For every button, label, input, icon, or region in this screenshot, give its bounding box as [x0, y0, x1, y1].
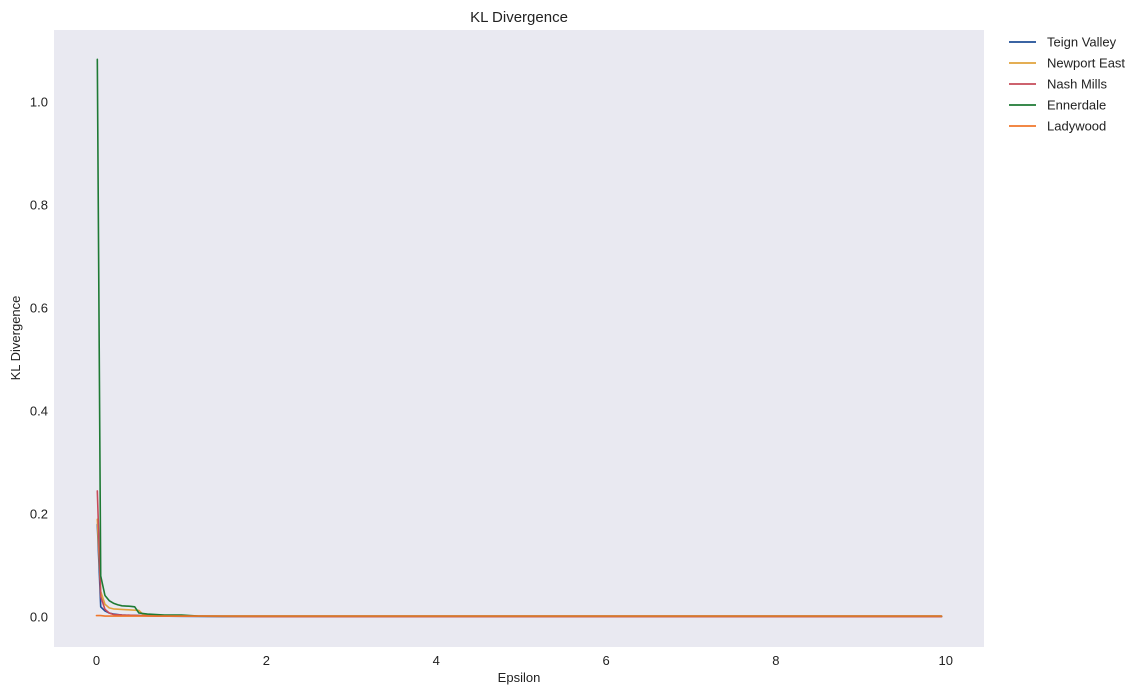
- legend-label: Newport East: [1047, 56, 1125, 71]
- y-tick-label: 0.6: [30, 301, 48, 316]
- x-tick-label: 6: [602, 653, 609, 668]
- plot-background: [54, 30, 984, 647]
- legend-item: Ennerdale: [1009, 98, 1106, 113]
- legend-item: Teign Valley: [1009, 35, 1117, 50]
- legend-label: Ladywood: [1047, 119, 1106, 134]
- y-tick-label: 1.0: [30, 95, 48, 110]
- y-tick-label: 0.0: [30, 610, 48, 625]
- legend-item: Ladywood: [1009, 119, 1106, 134]
- x-tick-label: 10: [939, 653, 953, 668]
- x-axis-label: Epsilon: [498, 670, 541, 685]
- legend-label: Ennerdale: [1047, 98, 1106, 113]
- legend: Teign Valley Newport East Nash Mills Ennerd…: [1009, 35, 1125, 134]
- x-tick-label: 2: [263, 653, 270, 668]
- legend-item: Nash Mills: [1009, 77, 1107, 92]
- x-tick-label: 4: [433, 653, 440, 668]
- y-tick-labels: 0.0 0.2 0.4 0.6 0.8 1.0: [30, 95, 48, 625]
- chart-title: KL Divergence: [470, 9, 568, 26]
- legend-item: Newport East: [1009, 56, 1125, 71]
- x-tick-label: 0: [93, 653, 100, 668]
- y-tick-label: 0.2: [30, 507, 48, 522]
- series-line-ladywood: [95, 614, 943, 617]
- legend-label: Teign Valley: [1047, 35, 1117, 50]
- series-layer: [95, 58, 943, 618]
- y-axis-label: KL Divergence: [8, 296, 23, 381]
- y-tick-label: 0.8: [30, 198, 48, 213]
- x-tick-label: 8: [772, 653, 779, 668]
- legend-label: Nash Mills: [1047, 77, 1107, 92]
- y-tick-label: 0.4: [30, 404, 48, 419]
- x-tick-labels: 0 2 4 6 8 10: [93, 653, 953, 668]
